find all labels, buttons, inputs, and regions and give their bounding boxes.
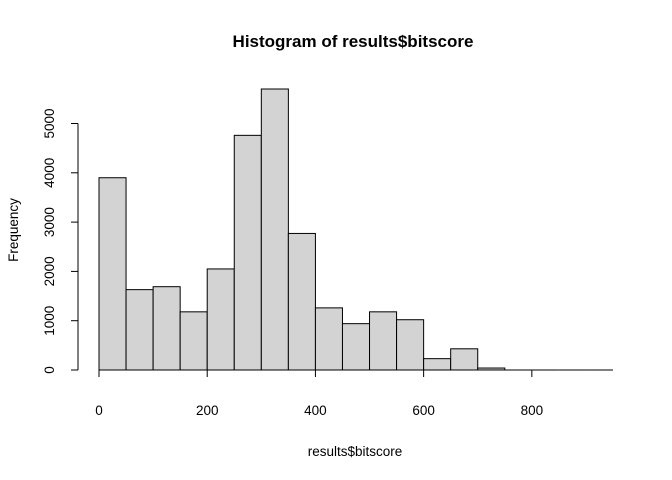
histogram-bar <box>369 311 398 371</box>
y-axis: 0 1000 2000 3000 4000 5000 <box>42 108 79 374</box>
y-tick-label: 4000 <box>42 158 57 188</box>
histogram-bar <box>206 268 235 371</box>
y-axis-label: Frequency <box>6 198 21 262</box>
y-tick-label: 2000 <box>42 256 57 286</box>
x-tick-label: 800 <box>521 403 544 418</box>
histogram-bar <box>450 348 479 371</box>
x-tick-label: 0 <box>95 403 103 418</box>
histogram-bar <box>152 286 181 371</box>
histogram-bar <box>233 134 262 371</box>
bars-group <box>98 88 613 371</box>
x-axis: 0 200 400 600 800 <box>95 369 544 418</box>
x-tick-label: 600 <box>412 403 435 418</box>
histogram-bar <box>179 311 208 371</box>
histogram-bar <box>314 307 343 371</box>
histogram-bar <box>98 177 127 371</box>
x-axis-label: results$bitscore <box>308 444 403 459</box>
histogram-bar <box>396 319 425 371</box>
histogram-bar <box>260 88 289 371</box>
y-tick-label: 5000 <box>42 108 57 138</box>
histogram-bar <box>423 358 452 371</box>
histogram-bar <box>125 289 154 371</box>
histogram-bar <box>341 323 371 371</box>
y-tick-label: 1000 <box>42 306 57 336</box>
y-tick-label: 0 <box>42 366 57 374</box>
x-tick-label: 200 <box>196 403 219 418</box>
chart-title: Histogram of results$bitscore <box>233 32 474 51</box>
y-tick-label: 3000 <box>42 207 57 237</box>
histogram-bar <box>287 232 316 371</box>
x-tick-label: 400 <box>304 403 327 418</box>
